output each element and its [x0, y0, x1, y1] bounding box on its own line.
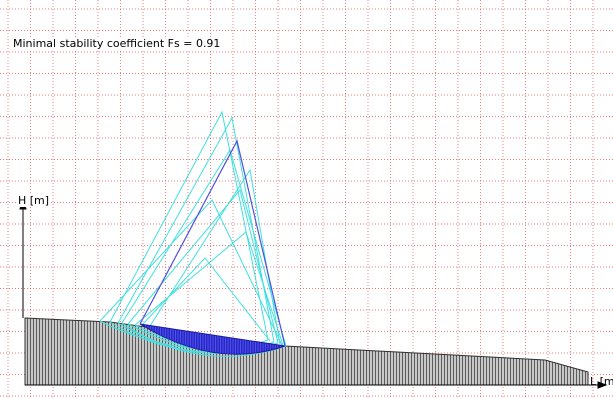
- axes: [19, 199, 608, 389]
- trial-slip-surfaces: [99, 110, 287, 357]
- y-axis-label: H [m]: [17, 194, 51, 207]
- trial-surface: [117, 116, 275, 343]
- x-axis-arrow: [597, 381, 608, 389]
- x-axis-label: L [m: [590, 375, 613, 388]
- trial-surface: [149, 168, 281, 345]
- trial-surface: [109, 110, 269, 341]
- trial-surface: [134, 231, 284, 346]
- trial-surface: [121, 148, 287, 347]
- trial-surface: [99, 199, 283, 346]
- trial-surface: [141, 257, 271, 342]
- slope-terrain: [24, 317, 589, 386]
- critical-slip-surface: [139, 139, 286, 347]
- stability-coefficient-label: Minimal stability coefficient Fs = 0.91: [12, 37, 222, 50]
- sliding-mass: [139, 323, 286, 355]
